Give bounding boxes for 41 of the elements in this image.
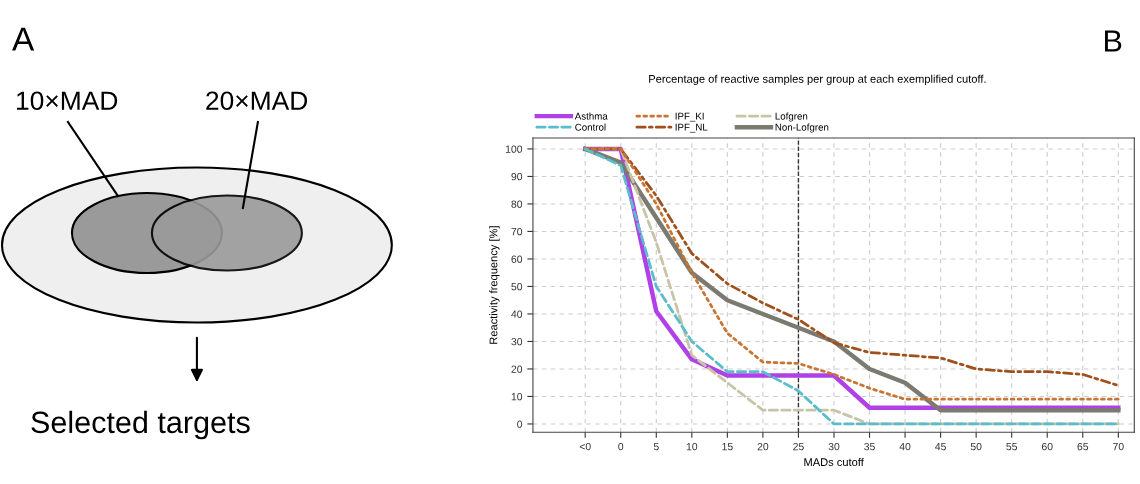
x-tick-label: 5 [653,443,659,451]
x-tick-label: <0 [579,442,591,451]
y-tick-label: 90 [511,172,523,181]
x-axis-title: MADs cutoff [804,457,864,467]
text: Selected targets [31,410,250,440]
y-tick-label: 30 [511,337,523,346]
text: 10×MAD [17,91,118,111]
y-tick-label: 70 [511,227,523,236]
x-tick-label: 25 [793,442,804,451]
x-tick-label: 15 [722,443,733,451]
x-tick-label: 0 [618,442,624,451]
y-tick-label: 40 [511,310,523,318]
legend-label: IPF_NL [675,123,708,133]
x-tick-label: 35 [864,442,875,451]
legend-label: IPF_KI [675,112,704,122]
x-tick-label: 45 [935,443,946,451]
x-tick-label: 40 [899,442,911,451]
y-tick-label: 0 [517,420,523,428]
legend-label: Control [575,123,606,131]
text: A [12,27,35,51]
y-tick-label: 20 [511,365,523,373]
x-tick-label: 10 [686,442,698,451]
y-tick-label: 60 [511,255,523,263]
text: B [1105,30,1122,52]
x-tick-label: 55 [1006,443,1018,451]
legend-label: Non-Lofgren [775,123,829,133]
x-tick-label: 65 [1077,442,1089,451]
y-tick-label: 100 [505,145,523,153]
y-axis-title: Reactivity frequency [%] [489,226,500,344]
x-tick-label: 60 [1041,442,1053,451]
x-tick-label: 50 [970,442,982,451]
x-tick-label: 70 [1113,442,1124,451]
legend-label: Asthma [574,112,608,120]
x-tick-label: 20 [757,442,769,451]
y-tick-label: 10 [511,392,523,401]
legend-label: Lofgren [775,112,808,122]
text: 20×MAD [206,91,308,111]
chart-title: Percentage of reactive samples per group at each exemplified cutoff. [649,74,986,86]
x-tick-label: 30 [828,442,840,451]
y-tick-label: 80 [511,200,523,208]
y-tick-label: 50 [511,282,523,291]
